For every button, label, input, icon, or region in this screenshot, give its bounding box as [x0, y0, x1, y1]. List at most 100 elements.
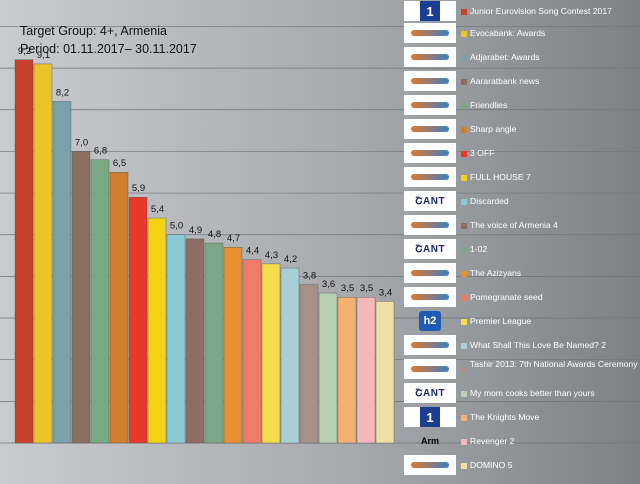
legend-swatch — [461, 415, 467, 421]
chart-title-line1: Target Group: 4+, Armenia — [20, 24, 167, 38]
legend-item-1: 1 Junior Eurovision Song Contest 2017 — [400, 1, 640, 23]
value-label-5: 6,8 — [94, 146, 107, 157]
legend-label: Premier League — [470, 316, 532, 326]
bar-6 — [109, 172, 129, 444]
value-label-2: 9,1 — [37, 50, 50, 61]
armtv-logo-icon — [404, 95, 456, 115]
armtv-logo-icon — [404, 263, 456, 283]
legend-label: Pomegranate seed — [470, 292, 543, 302]
legend-item-15: What Shall This Love Be Named? 2 — [400, 335, 640, 357]
bar-18 — [337, 297, 357, 444]
legend-label: What Shall This Love Be Named? 2 — [470, 340, 606, 350]
legend-label: DOMINO 5 — [470, 460, 513, 470]
bar-8 — [147, 217, 167, 444]
legend: 1 Junior Eurovision Song Contest 2017 Evoc… — [400, 0, 640, 484]
armtv-logo-icon — [404, 287, 456, 307]
legend-label: FULL HOUSE 7 — [470, 172, 531, 182]
value-label-12: 4,7 — [227, 233, 240, 244]
legend-label: Evocabank: Awards — [470, 28, 546, 38]
legend-swatch — [461, 199, 467, 205]
legend-swatch — [461, 9, 467, 15]
legend-label: My mom cooks better than yours — [470, 388, 595, 398]
bar-3 — [52, 101, 72, 444]
legend-label: Adjarabet: Awards — [470, 52, 540, 62]
legend-item-5: Friendlies — [400, 95, 640, 117]
bar-2 — [33, 63, 53, 444]
legend-item-3: Adjarabet: Awards — [400, 47, 640, 69]
armtv-logo-icon — [404, 215, 456, 235]
bar-16 — [299, 284, 319, 444]
legend-item-9: ՇANT Discarded — [400, 191, 640, 213]
legend-swatch — [461, 103, 467, 109]
value-label-11: 4,8 — [208, 229, 221, 240]
legend-item-16: Tashir 2013: 7th National Awards Ceremon… — [400, 359, 640, 381]
value-label-14: 4,3 — [265, 250, 278, 261]
legend-item-14: h2 Premier League — [400, 311, 640, 333]
legend-swatch — [461, 367, 467, 373]
bar-1 — [14, 59, 34, 444]
value-label-7: 5,9 — [132, 183, 145, 194]
value-label-3: 8,2 — [56, 87, 69, 98]
armtv-logo-icon — [404, 167, 456, 187]
legend-label: Friendlies — [470, 100, 508, 110]
legend-item-19: Arm Revenger 2 — [400, 431, 640, 453]
legend-item-2: Evocabank: Awards — [400, 23, 640, 45]
h2-logo-icon: h2 — [404, 311, 456, 331]
value-label-9: 5,0 — [170, 221, 183, 232]
bar-5 — [90, 159, 110, 444]
bar-20 — [375, 301, 395, 444]
legend-item-20: DOMINO 5 — [400, 455, 640, 477]
legend-item-10: The voice of Armenia 4 — [400, 215, 640, 237]
value-label-17: 3,6 — [322, 279, 335, 290]
bar-4 — [71, 151, 91, 444]
legend-item-4: Aararatbank news — [400, 71, 640, 93]
legend-item-12: The Azizyans — [400, 263, 640, 285]
h1-logo-icon: 1 — [404, 407, 456, 427]
value-label-19: 3,5 — [360, 283, 373, 294]
legend-label: Revenger 2 — [470, 436, 515, 446]
legend-label: Discarded — [470, 196, 509, 206]
armtv-logo-icon — [404, 143, 456, 163]
legend-swatch — [461, 223, 467, 229]
chart-title-line2: Period: 01.11.2017– 30.11.2017 — [20, 42, 197, 56]
shant-logo-icon: ՇANT — [404, 191, 456, 211]
shant-logo-icon: ՇANT — [404, 239, 456, 259]
value-label-13: 4,4 — [246, 246, 259, 257]
legend-swatch — [461, 151, 467, 157]
value-label-20: 3,4 — [379, 287, 392, 298]
bar-13 — [242, 259, 262, 444]
bars — [14, 59, 395, 444]
legend-swatch — [461, 127, 467, 133]
armtv-logo-icon — [404, 359, 456, 379]
legend-item-8: FULL HOUSE 7 — [400, 167, 640, 189]
legend-swatch — [461, 79, 467, 85]
bar-10 — [185, 238, 205, 444]
legend-swatch — [461, 343, 467, 349]
legend-swatch — [461, 271, 467, 277]
legend-label: The Knights Move — [470, 412, 540, 422]
value-label-16: 3,8 — [303, 271, 316, 282]
legend-label: Sharp angle — [470, 124, 517, 134]
armtv-logo-icon — [404, 23, 456, 43]
legend-label: The voice of Armenia 4 — [470, 220, 558, 230]
value-label-10: 4,9 — [189, 225, 202, 236]
legend-label: 3 OFF — [470, 148, 495, 158]
value-label-4: 7,0 — [75, 137, 88, 148]
legend-swatch — [461, 463, 467, 469]
value-label-18: 3,5 — [341, 283, 354, 294]
legend-item-11: ՇANT 1-02 — [400, 239, 640, 261]
shant-logo-icon: ՇANT — [404, 383, 456, 403]
legend-item-17: ՇANT My mom cooks better than yours — [400, 383, 640, 405]
value-label-8: 5,4 — [151, 204, 164, 215]
bar-19 — [356, 297, 376, 444]
value-label-15: 4,2 — [284, 254, 297, 265]
armtv-logo-icon — [404, 119, 456, 139]
bar-12 — [223, 247, 243, 444]
armtv-logo-icon — [404, 335, 456, 355]
bar-9 — [166, 234, 186, 444]
legend-item-13: Pomegranate seed — [400, 287, 640, 309]
armtv-logo-icon — [404, 455, 456, 475]
armenia-logo-icon: Arm — [420, 436, 439, 446]
legend-label: Aararatbank news — [470, 76, 540, 86]
